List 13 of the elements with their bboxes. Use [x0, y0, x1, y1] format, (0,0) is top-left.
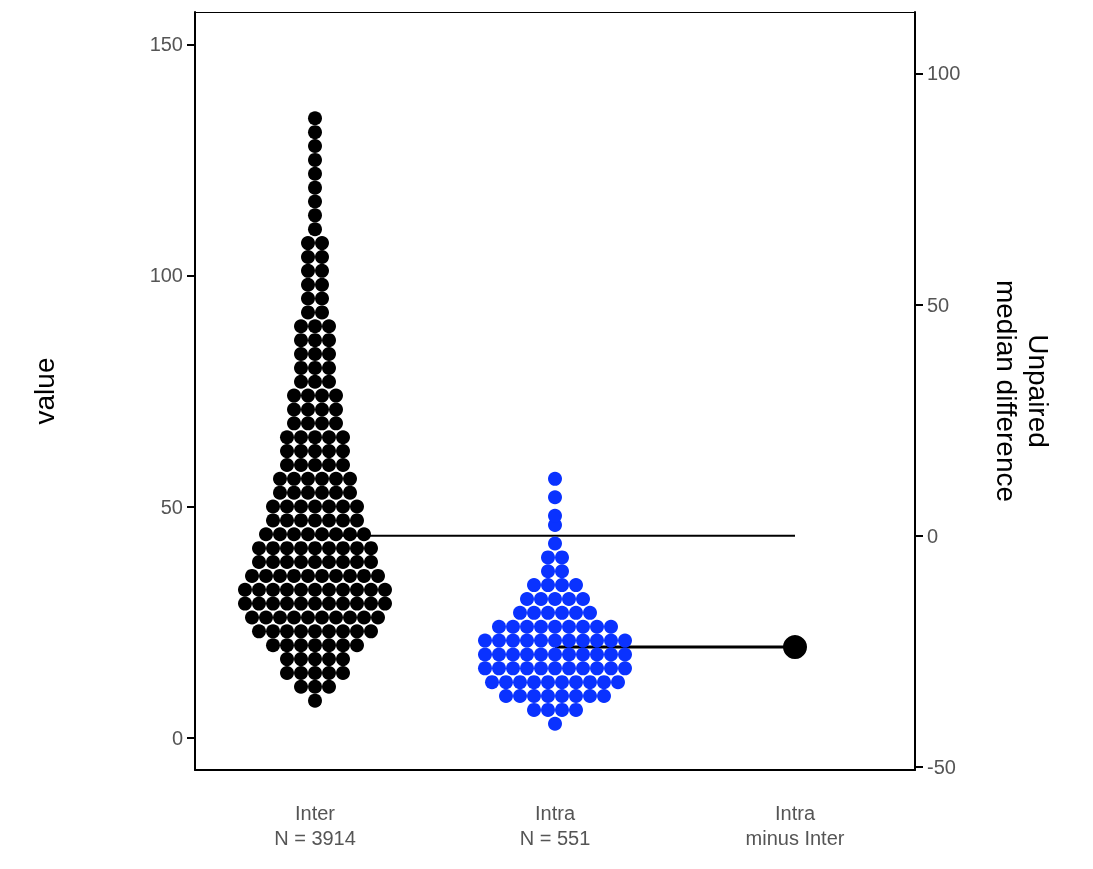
y2-tick-label: 100: [927, 62, 961, 85]
y-tick-label: 50: [160, 495, 183, 518]
y-tick-label: 0: [171, 726, 183, 749]
y-tick-label: 100: [149, 264, 183, 287]
y2-tick-label: 50: [927, 293, 950, 316]
y-axis-title: value: [28, 357, 60, 425]
y2-tick-label: 0: [927, 524, 939, 547]
x-tick-label: Intra N = 551: [519, 801, 591, 849]
y2-tick-label: -50: [927, 755, 956, 778]
x-tick-label: Intra minus Inter: [745, 801, 845, 849]
y2-axis-title: Unpaired median difference: [990, 279, 1054, 503]
y-tick-label: 150: [149, 33, 183, 56]
x-tick-label: Inter N = 3914: [274, 801, 356, 849]
